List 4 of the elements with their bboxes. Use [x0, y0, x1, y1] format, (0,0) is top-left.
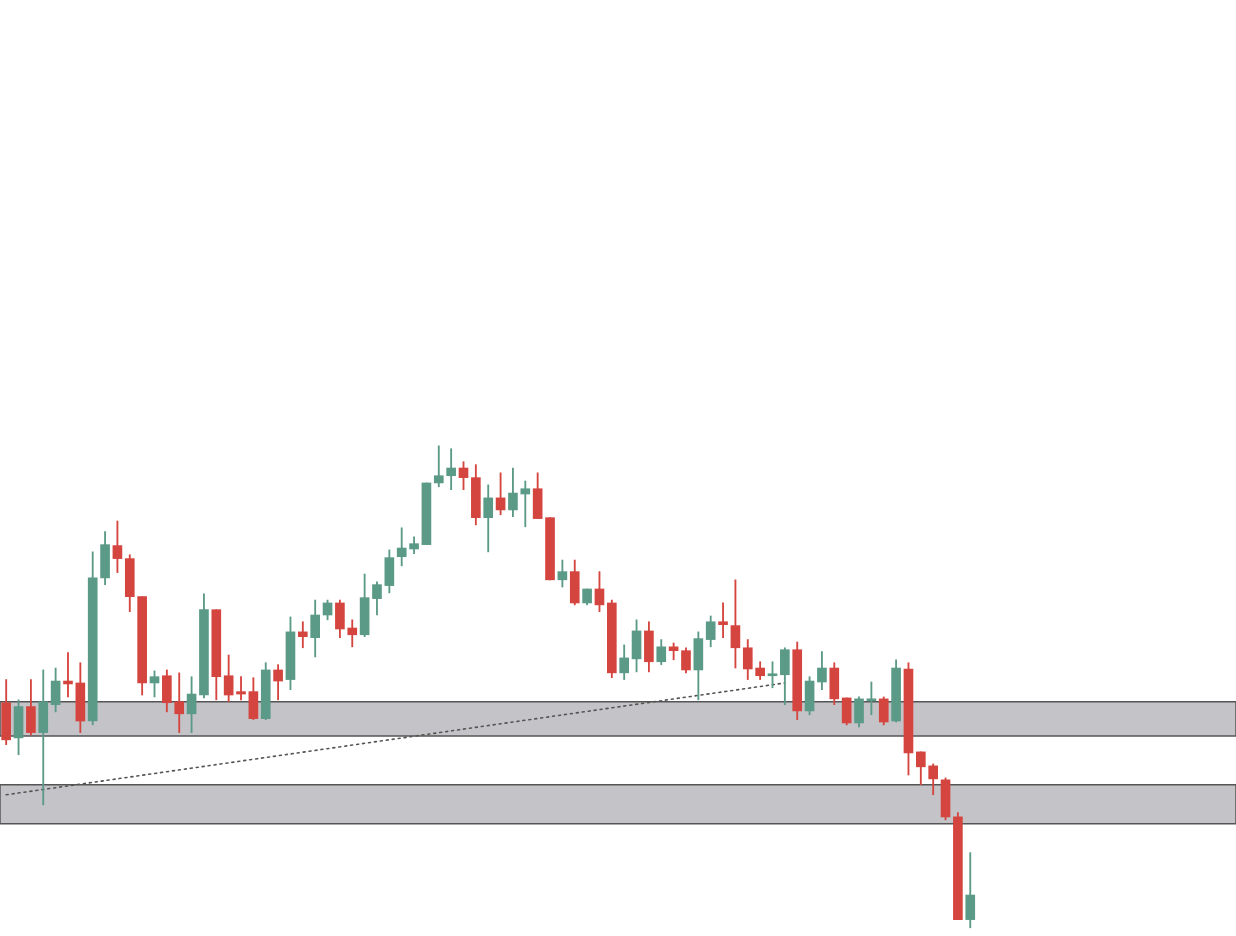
candlestick	[236, 676, 246, 701]
candlestick	[866, 681, 877, 716]
candlestick	[718, 602, 728, 638]
candlestick	[520, 480, 531, 528]
